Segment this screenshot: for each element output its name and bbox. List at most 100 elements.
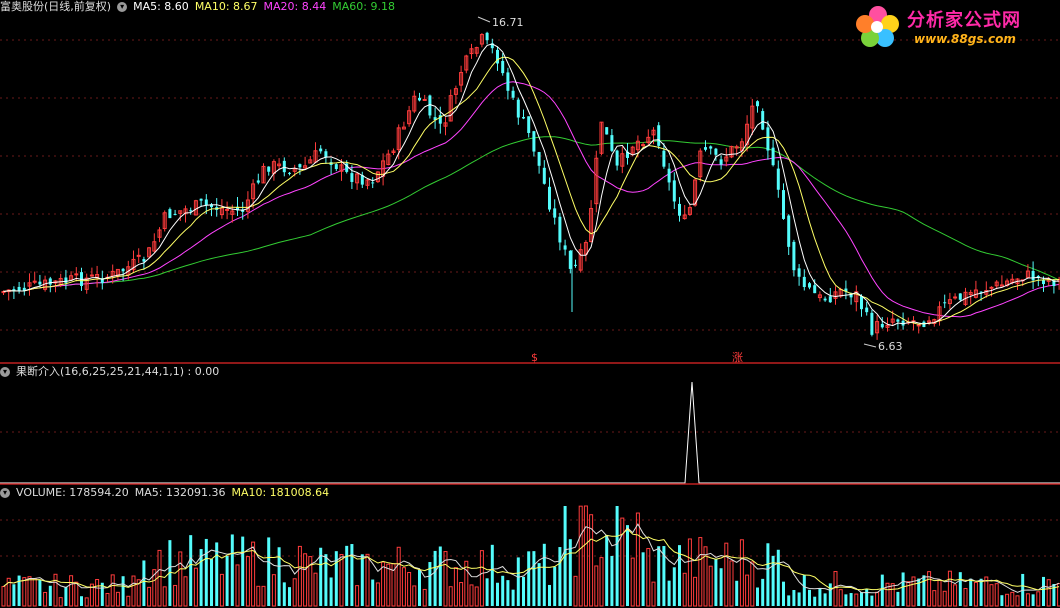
candle-body [766,127,770,151]
volume-bar [27,576,32,607]
candle-body [704,147,707,150]
volume-bar [1031,594,1035,606]
candle-body [319,148,323,152]
volume-bar [261,585,266,607]
ma60-polyline [3,136,1060,292]
volume-bar [313,572,318,607]
candle-body [210,204,213,208]
candle-body [578,249,583,271]
volume-bar [792,590,796,606]
volume-bar [292,578,297,607]
candlesticks[interactable] [1,31,1060,340]
volume-bar [605,534,609,606]
ma-legend: MA5: 8.60 MA10: 8.67 MA20: 8.44 MA60: 9.18 [133,0,395,14]
candle-body [230,210,235,215]
candle-body [136,254,141,257]
candle-body [522,117,525,119]
chevron-down-icon[interactable]: ▾ [0,488,10,498]
volume-bar [157,549,162,607]
volume-bar [235,564,240,607]
volume-bar [724,542,729,607]
volume-bar [303,553,308,607]
volume-bar [183,576,188,607]
indicator-label[interactable]: 果断介入(16,6,25,25,21,44,1,1) : 0.00 [16,365,220,378]
volume-bar [979,578,983,606]
volume-bar [506,580,510,606]
candle-body [199,198,203,201]
volume-bar [1015,595,1020,607]
volume-bar [48,585,52,606]
volume-bar [844,594,848,606]
volume-bar [739,539,744,607]
candle-body [32,280,37,283]
volume-bar [375,582,380,607]
candle-body [360,175,364,185]
volume-bar [58,597,63,607]
volume-bar [771,555,775,606]
volume-bar [360,554,364,606]
candle-body [469,48,474,55]
candle-body [168,209,172,219]
volume-bar [38,579,42,606]
candle-body [615,150,619,166]
candle-body [48,278,52,285]
candle-body [501,60,505,74]
volume-bar [474,586,479,607]
volume-bar [594,565,599,607]
stock-title[interactable]: 富奥股份(日线,前复权) [0,0,112,13]
candle-body [225,208,230,211]
volume-bar [339,554,344,607]
chevron-down-icon[interactable]: ▾ [117,2,128,12]
volume-bar [963,588,968,607]
candle-body [776,168,780,190]
volume-bar [729,560,734,607]
volume-bar [989,584,994,607]
volume-bar [277,547,281,606]
volume-bar [267,537,271,606]
volume-bar [469,584,474,607]
volume-bar [1052,584,1056,606]
volume-bar [782,581,785,606]
high-price-label: 16.71 [492,16,524,29]
candle-body [256,180,260,183]
flower-logo-icon [856,6,899,47]
candle-body [792,241,796,271]
volume-bar [672,567,676,606]
candle-body [292,168,297,172]
volume-bar [297,545,302,607]
candle-body [542,167,546,184]
volume-bar [849,593,853,606]
candle-body [672,180,676,202]
volume-bar [1005,593,1010,607]
candle-body [756,101,759,107]
candle-body [485,32,489,41]
candle-body [901,320,905,326]
chevron-down-icon[interactable]: ▾ [0,367,10,377]
candle-body [142,259,146,262]
candle-body [375,171,380,183]
volume-bar [708,565,713,607]
candle-body [854,291,859,303]
candle-body [651,129,656,136]
candle-body [657,125,661,146]
signal-marker-rise: 涨 [732,351,743,364]
candle-body [880,323,884,328]
volume-bar [178,551,183,607]
candle-body [428,95,432,116]
candle-body [724,156,729,162]
candle-body [236,206,239,211]
volume-bar [537,563,541,606]
volume-bar [906,581,911,607]
volume-bar [896,591,900,606]
candle-body [693,179,698,206]
site-logo[interactable]: 分析家公式网 www.88gs.com [852,4,1052,52]
volume-bar [407,572,412,607]
volume-bar [942,590,947,607]
candle-body [687,207,692,215]
volume-bar [620,517,625,607]
candle-body [849,293,853,298]
volume-bar [766,543,770,606]
volume-bars[interactable] [1,505,1060,607]
signal-marker-sell: $ [531,351,538,364]
